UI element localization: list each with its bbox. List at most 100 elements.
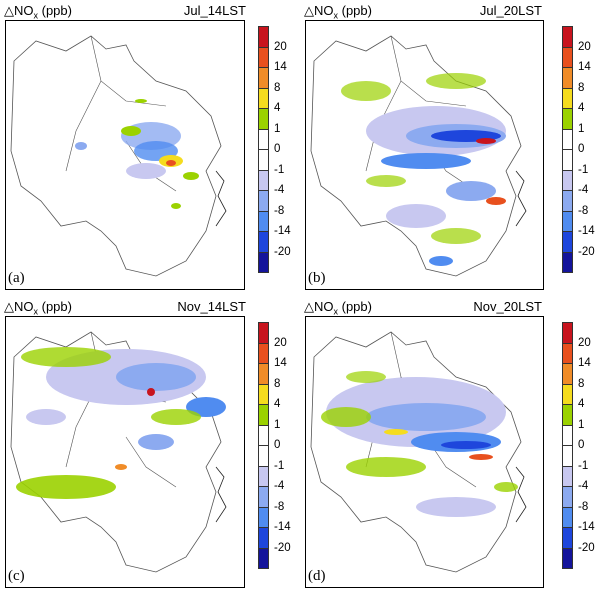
time-title: Nov_14LST (177, 299, 246, 314)
colorbar-tick-label: 4 (578, 398, 585, 410)
colorbar-tick-label: -14 (274, 521, 291, 533)
time-title: Jul_20LST (479, 3, 542, 18)
colorbar-tick-label: 20 (578, 336, 591, 349)
colorbar-tick-label: -4 (274, 184, 285, 196)
colorbar-tick-label: 0 (274, 439, 281, 451)
colorbar-tick-label: -20 (274, 245, 291, 258)
map-area: (d) (305, 316, 544, 588)
concentration-field (341, 73, 506, 266)
colorbar-tick-label: 4 (274, 102, 281, 114)
panel-a: △NOx (ppb) Jul_14LST (a) 20 14 8 4 1 0 -1 -4 -8 -… (0, 0, 300, 293)
panel-d: △NOx (ppb) Nov_20LST (d) 20 14 8 4 1 0 -1 -4 -8 (300, 296, 602, 593)
map-svg (310, 331, 527, 573)
colorbar-tick-label: 8 (274, 81, 281, 94)
colorbar-tick-label: -20 (578, 541, 595, 554)
colorbar-tick-label: -20 (578, 245, 595, 258)
colorbar-segment (562, 486, 573, 508)
colorbar-segment (258, 87, 269, 109)
colorbar-segment (562, 322, 573, 344)
variable-name: △NO (304, 3, 334, 18)
colorbar-segment (258, 128, 269, 150)
colorbar-tick-label: 14 (578, 357, 591, 369)
region-boundary (10, 331, 222, 573)
colorbar-segment (258, 547, 269, 569)
variable-subscript: x (33, 10, 39, 21)
variable-unit: (ppb) (38, 299, 72, 314)
colorbar-tick-label: 8 (274, 377, 281, 390)
map-area: (c) (5, 316, 245, 588)
colorbar-tick-label: -1 (274, 459, 285, 472)
map-svg (10, 331, 227, 573)
time-title: Nov_20LST (473, 299, 542, 314)
colorbar-tick-label: 20 (274, 40, 287, 53)
colorbar-segment (258, 465, 269, 487)
colorbar-segment (562, 231, 573, 253)
colorbar-segment (562, 527, 573, 549)
colorbar-segment (562, 383, 573, 405)
colorbar-tick-label: 0 (274, 143, 281, 155)
panel-label: (d) (307, 568, 327, 585)
variable-unit: (ppb) (338, 299, 372, 314)
colorbar-segment (258, 169, 269, 191)
colorbar-segment (562, 149, 573, 171)
colorbar-segment (562, 342, 573, 364)
concentration-field (16, 347, 226, 499)
map-area: (b) (305, 20, 544, 290)
colorbar-segment (562, 465, 573, 487)
colorbar-tick-label: 14 (274, 357, 287, 369)
colorbar-segment (562, 506, 573, 528)
colorbar-tick-label: 4 (578, 102, 585, 114)
colorbar-tick-label: -14 (274, 225, 291, 237)
colorbar-tick-label: 20 (578, 40, 591, 53)
colorbar-segment (258, 67, 269, 89)
colorbar-segment (562, 404, 573, 426)
colorbar-segment (258, 383, 269, 405)
colorbar-tick-label: -20 (274, 541, 291, 554)
variable-name: △NO (304, 299, 334, 314)
colorbar-segment (258, 190, 269, 212)
colorbar-segment (562, 424, 573, 446)
colorbar-segment (258, 46, 269, 68)
colorbar-segment (258, 424, 269, 446)
variable-subscript: x (33, 306, 39, 317)
region-boundary (310, 35, 522, 277)
colorbar-segment (258, 251, 269, 273)
colorbar-tick-label: -1 (578, 163, 589, 176)
colorbar-segment (562, 210, 573, 232)
colorbar-segment (258, 322, 269, 344)
colorbar-tick-label: -14 (578, 521, 595, 533)
variable-unit: (ppb) (338, 3, 372, 18)
colorbar-segment (562, 26, 573, 48)
colorbar-tick-label: 1 (274, 418, 281, 431)
concentration-field (75, 99, 199, 209)
colorbar-segment (258, 342, 269, 364)
colorbar-tick-label: 14 (274, 61, 287, 73)
colorbar-segment (258, 486, 269, 508)
colorbar-segment (258, 231, 269, 253)
coastline (215, 170, 227, 227)
colorbar-segment (562, 251, 573, 273)
colorbar-segment (562, 190, 573, 212)
time-title: Jul_14LST (183, 3, 246, 18)
colorbar-tick-label: -4 (578, 184, 589, 196)
region-boundary (310, 331, 522, 573)
variable-title: △NOx (ppb) (304, 299, 372, 317)
colorbar-segment (562, 108, 573, 130)
colorbar-segment (258, 506, 269, 528)
colorbar-tick-label: -4 (274, 480, 285, 492)
variable-title: △NOx (ppb) (304, 3, 372, 21)
colorbar-segment (258, 363, 269, 385)
region-boundary (10, 35, 222, 277)
colorbar-segment (562, 547, 573, 569)
colorbar-tick-label: -8 (274, 500, 285, 513)
colorbar-tick-label: -8 (274, 204, 285, 217)
colorbar-tick-label: -8 (578, 500, 589, 513)
colorbar-tick-label: 14 (578, 61, 591, 73)
colorbar-segment (562, 46, 573, 68)
colorbar-tick-label: 8 (578, 377, 585, 390)
concentration-field (321, 371, 518, 517)
colorbar-segment (562, 67, 573, 89)
colorbar-segment (258, 149, 269, 171)
map-area: (a) (5, 20, 245, 290)
panel-label: (a) (7, 270, 26, 287)
